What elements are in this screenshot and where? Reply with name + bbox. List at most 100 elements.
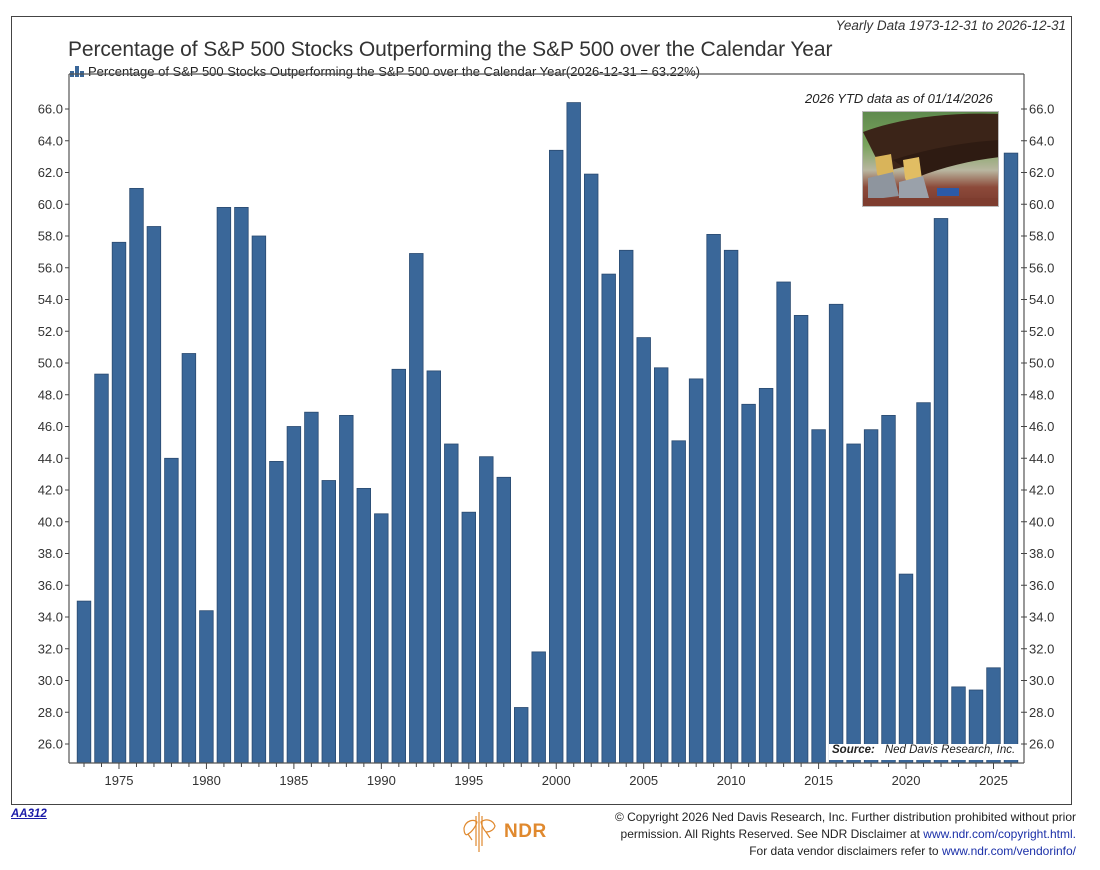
- bar-2000: [549, 149, 564, 764]
- bar-1994: [444, 443, 459, 764]
- y-tick-label-right: 66.0: [1029, 102, 1054, 117]
- bar-1985: [286, 426, 302, 764]
- bar-1973: [76, 600, 92, 764]
- vendor-info-link[interactable]: www.ndr.com/vendorinfo/: [941, 844, 1076, 858]
- x-tick-label: 1990: [367, 773, 396, 788]
- bar-1981: [216, 206, 232, 764]
- bar-2022: [933, 218, 949, 764]
- copyright-line-3: For data vendor disclaimers refer to www…: [615, 843, 1076, 860]
- chart-code-link[interactable]: AA312: [11, 808, 47, 820]
- bar-2019: [881, 414, 896, 764]
- y-tick-label-left: 58.0: [38, 229, 63, 244]
- y-tick-label-left: 52.0: [38, 324, 63, 339]
- y-tick-label-left: 64.0: [38, 133, 63, 148]
- y-tick-label-right: 58.0: [1029, 229, 1054, 244]
- bar-2009: [706, 233, 721, 764]
- x-tick-label: 2015: [804, 773, 833, 788]
- y-tick-label-left: 38.0: [38, 546, 63, 561]
- bar-1974: [94, 373, 109, 764]
- bar-2004: [619, 249, 634, 764]
- chart-title: Percentage of S&P 500 Stocks Outperformi…: [68, 38, 833, 61]
- source-label: Source:: [832, 744, 875, 756]
- x-tick-label: 2020: [892, 773, 921, 788]
- y-tick-label-right: 62.0: [1029, 165, 1054, 180]
- x-tick-label: 2000: [542, 773, 571, 788]
- chart-frame: [11, 16, 1072, 805]
- bar-1989: [356, 487, 372, 764]
- bar-1983: [251, 235, 267, 764]
- sprinter-starting-blocks-photo: [862, 111, 999, 207]
- bar-2005: [636, 337, 651, 764]
- bar-2012: [758, 387, 774, 764]
- y-tick-label-right: 26.0: [1029, 737, 1054, 752]
- bar-2011: [741, 403, 756, 764]
- y-tick-label-left: 60.0: [38, 197, 63, 212]
- bar-1998: [514, 707, 529, 764]
- y-tick-label-left: 66.0: [38, 102, 63, 117]
- bar-1990: [374, 513, 389, 764]
- y-tick-label-right: 50.0: [1029, 356, 1054, 371]
- y-tick-label-left: 36.0: [38, 578, 63, 593]
- y-tick-label-right: 42.0: [1029, 483, 1054, 498]
- x-tick-label: 2005: [629, 773, 658, 788]
- bar-1986: [304, 411, 319, 764]
- bar-1975: [111, 241, 127, 764]
- y-tick-label-right: 46.0: [1029, 419, 1054, 434]
- y-tick-label-right: 38.0: [1029, 546, 1054, 561]
- bar-1988: [339, 414, 354, 764]
- bar-2021: [916, 402, 931, 764]
- date-range-note: Yearly Data 1973-12-31 to 2026-12-31: [835, 18, 1066, 33]
- x-tick-label: 1985: [279, 773, 308, 788]
- y-tick-label-left: 34.0: [38, 610, 63, 625]
- ytd-annotation: 2026 YTD data as of 01/14/2026: [805, 91, 993, 106]
- bar-2001: [566, 102, 581, 764]
- bull-bear-logo-icon: [463, 812, 496, 852]
- bar-1977: [146, 226, 162, 764]
- y-tick-label-left: 42.0: [38, 483, 63, 498]
- y-tick-label-left: 46.0: [38, 419, 63, 434]
- bar-1982: [234, 206, 249, 764]
- legend-label: Percentage of S&P 500 Stocks Outperformi…: [88, 64, 700, 79]
- copyright-notice: © Copyright 2026 Ned Davis Research, Inc…: [615, 809, 1076, 860]
- y-tick-label-right: 54.0: [1029, 292, 1054, 307]
- x-tick-label: 2025: [979, 773, 1008, 788]
- bar-1980: [199, 610, 214, 764]
- copyright-link[interactable]: www.ndr.com/copyright.html.: [923, 827, 1076, 841]
- ndr-logo: NDR: [460, 810, 547, 854]
- y-tick-label-left: 28.0: [38, 705, 63, 720]
- copyright-line-3-text: For data vendor disclaimers refer to: [749, 844, 942, 858]
- y-tick-label-left: 32.0: [38, 641, 63, 656]
- bar-1984: [269, 460, 284, 764]
- y-tick-label-right: 52.0: [1029, 324, 1054, 339]
- bar-2010: [723, 249, 739, 764]
- x-tick-label: 1975: [105, 773, 134, 788]
- y-tick-label-right: 28.0: [1029, 705, 1054, 720]
- bar-1999: [531, 651, 546, 764]
- bar-1995: [461, 511, 477, 764]
- bar-2018: [863, 429, 879, 764]
- y-tick-label-left: 54.0: [38, 292, 63, 307]
- bar-2006: [654, 367, 669, 764]
- x-tick-label: 1980: [192, 773, 221, 788]
- bar-2020: [898, 573, 914, 764]
- bar-2002: [584, 173, 599, 764]
- y-tick-label-right: 64.0: [1029, 133, 1054, 148]
- copyright-line-2: permission. All Rights Reserved. See NDR…: [615, 826, 1076, 843]
- bar-2015: [811, 429, 826, 764]
- bar-1978: [164, 457, 179, 764]
- y-tick-label-right: 48.0: [1029, 387, 1054, 402]
- copyright-line-2-text: permission. All Rights Reserved. See NDR…: [620, 827, 924, 841]
- bar-2007: [671, 440, 686, 764]
- y-tick-label-left: 26.0: [38, 737, 63, 752]
- y-tick-label-left: 56.0: [38, 260, 63, 275]
- bar-1993: [426, 370, 442, 764]
- bar-1997: [496, 476, 512, 764]
- bar-1996: [479, 456, 494, 764]
- logo-text: NDR: [504, 821, 547, 842]
- y-tick-label-right: 56.0: [1029, 260, 1054, 275]
- bar-2013: [776, 281, 791, 764]
- y-tick-label-right: 34.0: [1029, 610, 1054, 625]
- y-tick-label-left: 44.0: [38, 451, 63, 466]
- source-note: Source: Ned Davis Research, Inc.: [829, 744, 1020, 760]
